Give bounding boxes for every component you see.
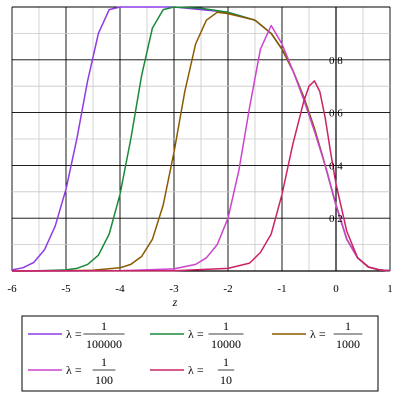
legend-lambda: λ = — [66, 327, 82, 341]
legend-denominator: 10 — [220, 373, 232, 387]
legend-lambda: λ = — [188, 363, 204, 377]
legend: λ = 1 100000 λ = 1 10000 λ = 1 1000 λ = 1 100 λ = 1 10 — [21, 315, 379, 392]
legend-numerator: 1 — [223, 355, 229, 369]
legend-numerator: 1 — [223, 319, 229, 333]
series-layer — [11, 6, 391, 272]
series-line-4 — [11, 24, 391, 272]
legend-numerator: 1 — [101, 319, 107, 333]
y-tick-label: 0.8 — [329, 55, 343, 67]
legend-entry: λ = 1 100 — [28, 355, 116, 387]
x-tick-label: 1 — [387, 283, 393, 295]
legend-denominator: 10000 — [211, 337, 241, 351]
x-tick-label: -1 — [277, 283, 286, 295]
x-tick-label: 0 — [333, 283, 339, 295]
tick-labels: -6 -5 -4 -3 -2 -1 0 1 0.2 0.4 0.6 0.8 — [7, 55, 392, 295]
x-tick-label: -6 — [7, 283, 17, 295]
x-axis-title: z — [172, 295, 178, 309]
x-tick-label: -4 — [115, 283, 125, 295]
legend-entry: λ = 1 100000 — [28, 319, 125, 351]
legend-box — [21, 315, 379, 392]
legend-entry: λ = 1 1000 — [272, 319, 363, 351]
legend-lambda: λ = — [188, 327, 204, 341]
legend-entry: λ = 1 10 — [150, 355, 235, 387]
legend-denominator: 100 — [95, 373, 113, 387]
legend-numerator: 1 — [101, 355, 107, 369]
x-tick-label: -5 — [61, 283, 71, 295]
legend-lambda: λ = — [310, 327, 326, 341]
y-tick-label: 0.4 — [329, 160, 343, 172]
legend-numerator: 1 — [345, 319, 351, 333]
y-tick-label: 0.6 — [329, 108, 343, 120]
x-tick-label: -3 — [169, 283, 179, 295]
legend-lambda: λ = — [66, 363, 82, 377]
legend-denominator: 100000 — [86, 337, 122, 351]
legend-entry: λ = 1 10000 — [150, 319, 244, 351]
grid — [11, 6, 391, 272]
x-tick-label: -2 — [223, 283, 232, 295]
series-line-5 — [11, 80, 391, 272]
y-tick-label: 0.2 — [329, 213, 343, 225]
legend-denominator: 1000 — [336, 337, 360, 351]
